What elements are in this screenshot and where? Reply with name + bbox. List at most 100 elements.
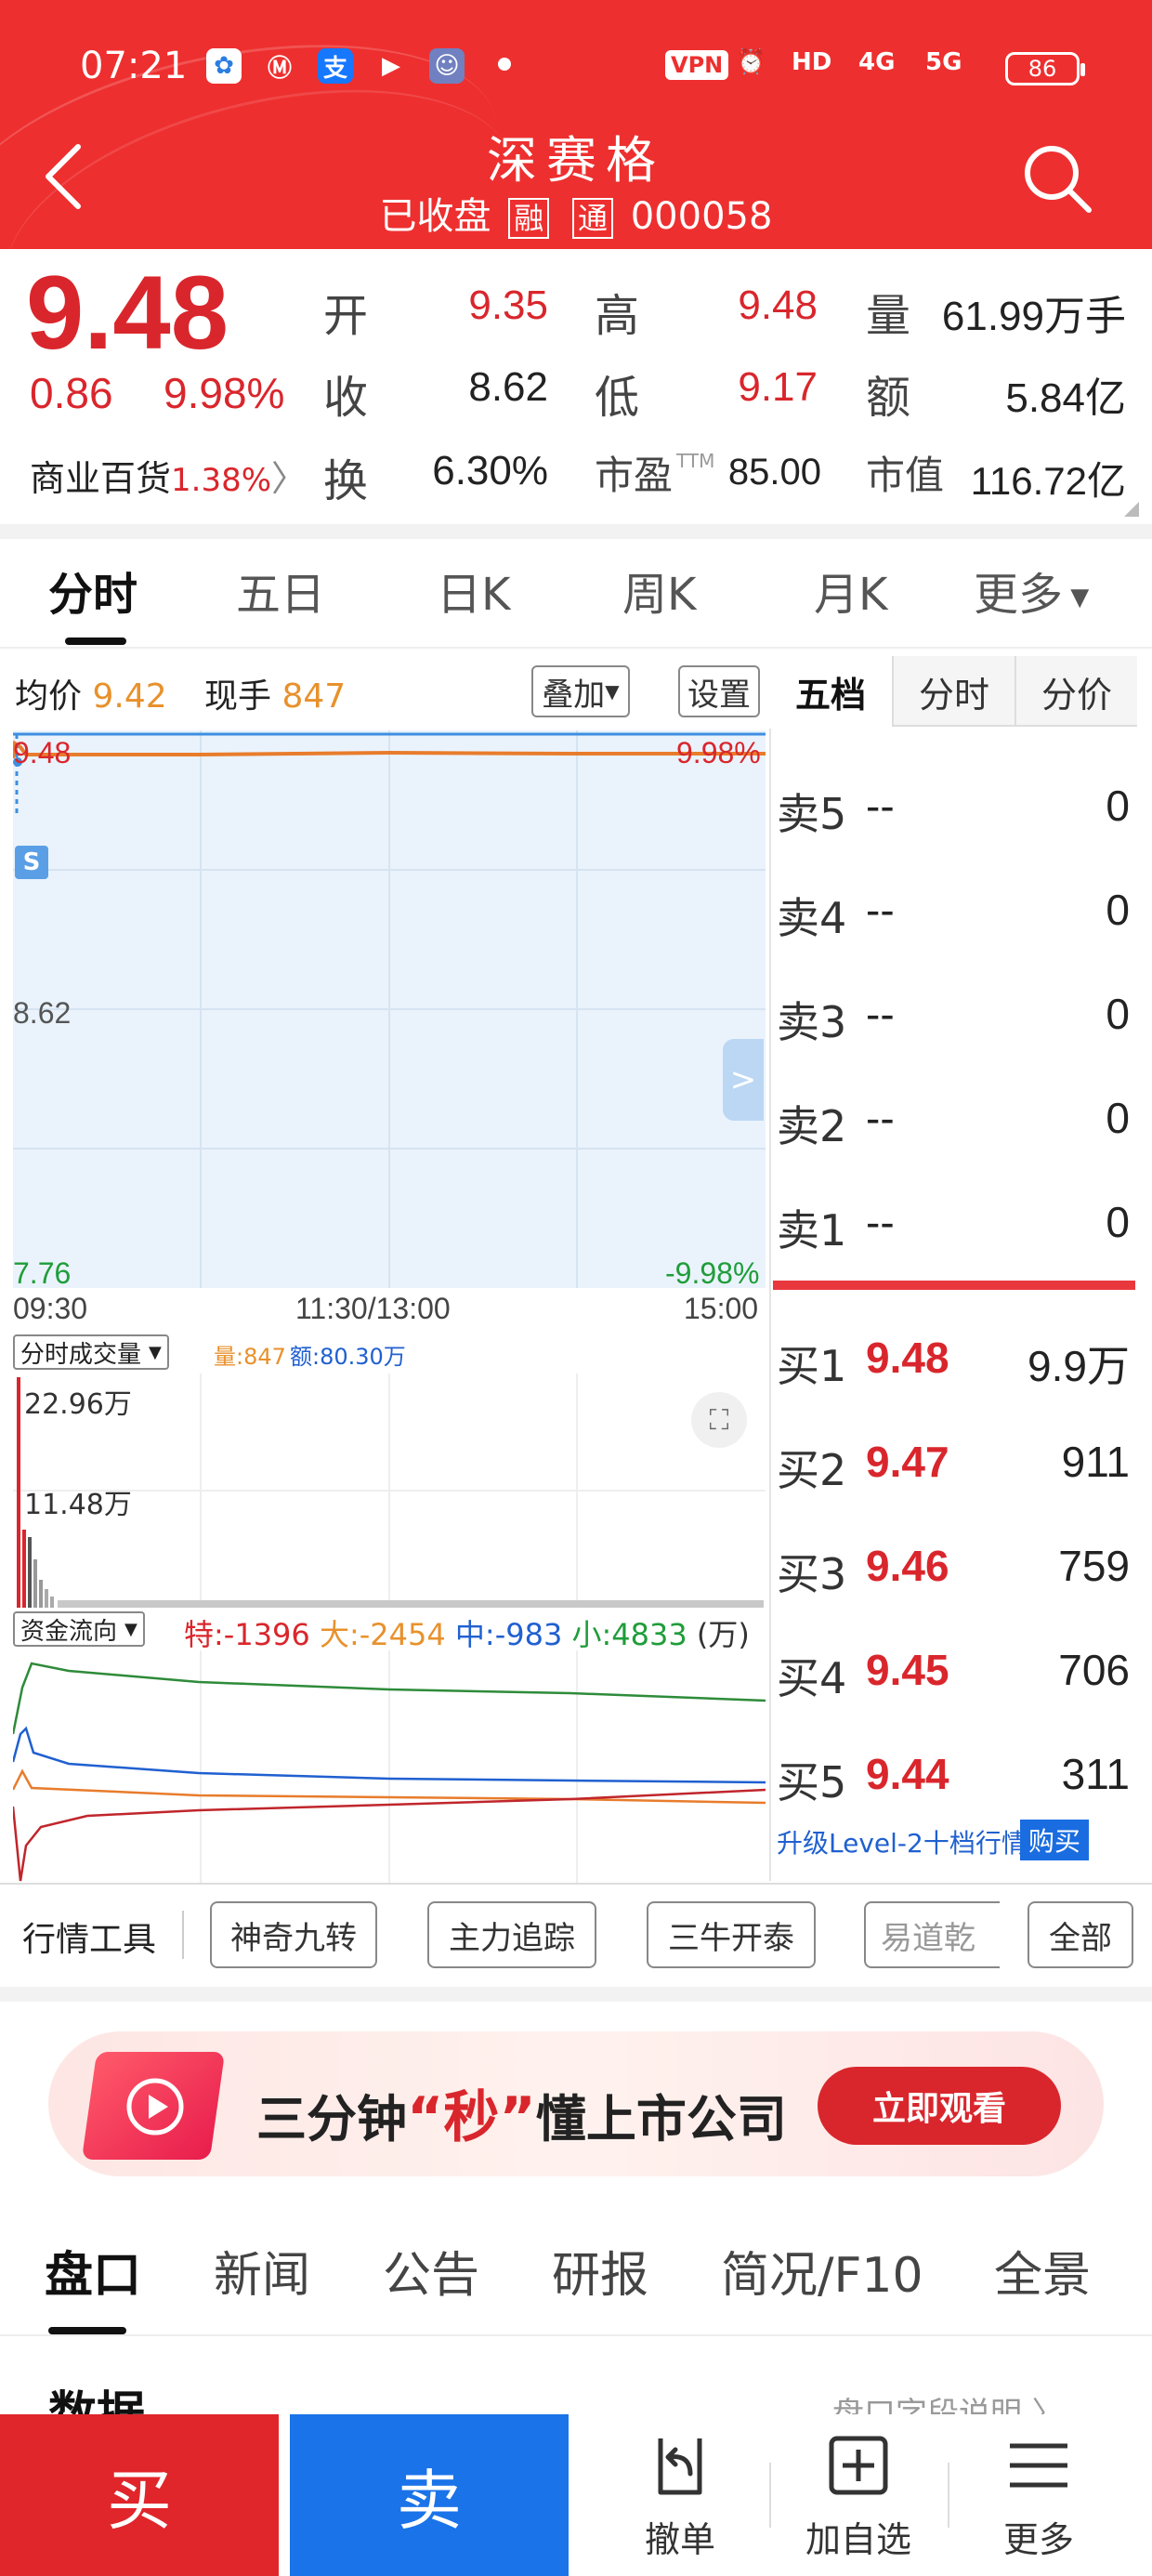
buy-button[interactable]: 买 bbox=[0, 2414, 279, 2576]
amount-now: 额:80.30万 bbox=[290, 1344, 406, 1370]
add-watchlist-button[interactable]: 加自选 bbox=[784, 2433, 933, 2572]
volume-selector[interactable]: 分时成交量 ▼ bbox=[13, 1334, 169, 1370]
volume-bar bbox=[50, 1597, 54, 1608]
tab-daily-k[interactable]: 日K bbox=[437, 569, 511, 621]
bid-price: 9.47 bbox=[866, 1438, 949, 1486]
search-icon[interactable] bbox=[1018, 139, 1096, 217]
tool-magic-nine[interactable]: 神奇九转 bbox=[210, 1901, 377, 1968]
avg-label: 均价 bbox=[15, 677, 83, 716]
chevron-right-icon: 〉 bbox=[1022, 2396, 1064, 2414]
grid-lines bbox=[13, 730, 766, 1288]
back-arrow-icon[interactable] bbox=[37, 139, 93, 214]
plus-square-icon bbox=[829, 2436, 888, 2495]
watch-now-button[interactable]: 立即观看 bbox=[818, 2067, 1061, 2145]
ob-tab-five-level[interactable]: 五档 bbox=[769, 656, 892, 727]
caret-down-icon: ▼ bbox=[1063, 584, 1090, 611]
sector-link[interactable]: 商业百货1.38%〉 bbox=[30, 450, 307, 501]
tab-research[interactable]: 研报 bbox=[552, 2248, 649, 2304]
settings-button[interactable]: 设置 bbox=[678, 665, 760, 717]
app-icon: ✿ bbox=[206, 48, 242, 84]
sector-name: 商业百货 bbox=[30, 458, 172, 499]
ask-price: -- bbox=[866, 990, 895, 1038]
play-icon bbox=[126, 2078, 184, 2136]
ask-volume: 0 bbox=[1106, 782, 1130, 830]
tools-label: 行情工具 bbox=[22, 1921, 157, 1959]
volume-chart[interactable] bbox=[13, 1373, 766, 1608]
order-book-tabs: 五档 分时 分价 bbox=[769, 656, 1137, 727]
undo-icon bbox=[658, 2438, 702, 2495]
vpn-badge: VPN bbox=[665, 50, 729, 80]
banner-text-em: “秒” bbox=[407, 2085, 536, 2150]
overlay-dropdown[interactable]: 叠加 ▼ bbox=[531, 665, 630, 717]
sell-signal-marker[interactable]: S bbox=[15, 846, 48, 879]
prev-close-label: 收 bbox=[323, 372, 369, 424]
level2-upgrade-link[interactable]: 升级Level-2十档行情 bbox=[777, 1828, 1028, 1859]
ob-tab-price-dist[interactable]: 分价 bbox=[1015, 656, 1137, 727]
caret-down-icon: ▼ bbox=[124, 1619, 137, 1639]
volume-selector-label: 分时成交量 bbox=[20, 1340, 142, 1369]
flow-mid: 中:-983 bbox=[454, 1617, 563, 1652]
tab-profile-f10[interactable]: 简况/F10 bbox=[721, 2248, 923, 2304]
intraday-chart[interactable] bbox=[13, 730, 766, 1288]
more-label: 更多 bbox=[1002, 2519, 1074, 2560]
tool-all[interactable]: 全部 bbox=[1028, 1901, 1133, 1968]
cancel-order-button[interactable]: 撤单 bbox=[606, 2433, 754, 2572]
avg-value: 9.42 bbox=[92, 677, 167, 716]
turnover-value: 6.30% bbox=[432, 448, 548, 493]
battery-icon: 86 bbox=[1005, 52, 1085, 85]
current-hand: 现手 847 bbox=[204, 669, 346, 717]
field-explain-label: 盘口字段说明 bbox=[832, 2396, 1022, 2414]
pe-value: 85.00 bbox=[727, 452, 821, 493]
banner-text-a: 三分钟 bbox=[256, 2090, 407, 2149]
ask-row-1: 卖1 -- 0 bbox=[777, 1184, 1133, 1258]
expand-panel-handle[interactable]: > bbox=[723, 1039, 764, 1121]
sell-button[interactable]: 卖 bbox=[290, 2414, 569, 2576]
tab-news[interactable]: 新闻 bbox=[214, 2248, 311, 2304]
divider bbox=[0, 1883, 1152, 1885]
tool-three-bulls[interactable]: 三牛开泰 bbox=[647, 1901, 816, 1968]
tab-more[interactable]: 更多 ▼ bbox=[974, 558, 1089, 623]
level2-buy-button[interactable]: 购买 bbox=[1020, 1820, 1089, 1860]
ask-price: -- bbox=[866, 782, 895, 830]
tab-monthly-k[interactable]: 月K bbox=[814, 569, 888, 621]
field-explain-link[interactable]: 盘口字段说明 〉 bbox=[832, 2388, 1064, 2414]
more-button[interactable]: 更多 bbox=[964, 2433, 1113, 2572]
x-end-label: 15:00 bbox=[684, 1292, 759, 1325]
fund-flow-chart[interactable] bbox=[13, 1650, 766, 1883]
tab-panorama[interactable]: 全景 bbox=[994, 2248, 1092, 2304]
ask-price: -- bbox=[866, 886, 895, 934]
ob-tab-ticks[interactable]: 分时 bbox=[892, 656, 1015, 727]
avg-price: 均价 9.42 bbox=[15, 669, 167, 717]
margin-badge: 融 bbox=[508, 198, 550, 239]
tab-five-day[interactable]: 五日 bbox=[236, 569, 326, 621]
price-change: 0.86 bbox=[30, 369, 113, 417]
robot-icon: ☺ bbox=[429, 48, 465, 84]
low-value: 9.17 bbox=[738, 364, 818, 410]
volume-now: 量:847 bbox=[214, 1344, 286, 1370]
youtube-icon: ▶ bbox=[382, 52, 400, 80]
tab-announcements[interactable]: 公告 bbox=[383, 2248, 480, 2304]
ask-row-5: 卖5 -- 0 bbox=[777, 768, 1133, 842]
expand-corner-icon[interactable] bbox=[1124, 502, 1139, 517]
fund-flow-selector[interactable]: 资金流向 ▼ bbox=[13, 1611, 145, 1647]
fullscreen-icon[interactable]: ⛶ bbox=[691, 1392, 747, 1448]
tool-yidao[interactable]: 易道乾 bbox=[864, 1901, 1000, 1968]
tab-intraday[interactable]: 分时 bbox=[48, 569, 138, 621]
price-change-pct: 9.98% bbox=[164, 369, 285, 417]
bid-label: 买2 bbox=[777, 1445, 847, 1495]
ask-label: 卖4 bbox=[777, 893, 847, 943]
volume-bars-rest bbox=[58, 1600, 764, 1608]
bid-volume: 759 bbox=[1058, 1542, 1130, 1590]
tab-weekly-k[interactable]: 周K bbox=[622, 569, 697, 621]
volume-bar bbox=[45, 1589, 48, 1608]
pe-label: 市盈 bbox=[595, 453, 674, 498]
hd-badge: HD bbox=[792, 48, 832, 76]
cancel-order-label: 撤单 bbox=[644, 2519, 715, 2560]
x-start-label: 09:30 bbox=[13, 1292, 88, 1325]
x-mid-label: 11:30/13:00 bbox=[295, 1292, 451, 1325]
tab-quote-board[interactable]: 盘口 bbox=[45, 2248, 142, 2304]
tool-main-force[interactable]: 主力追踪 bbox=[427, 1901, 596, 1968]
amount-label: 额 bbox=[866, 372, 911, 424]
current-price: 9.48 bbox=[26, 255, 229, 371]
alarm-icon: ⏰ bbox=[736, 48, 766, 76]
